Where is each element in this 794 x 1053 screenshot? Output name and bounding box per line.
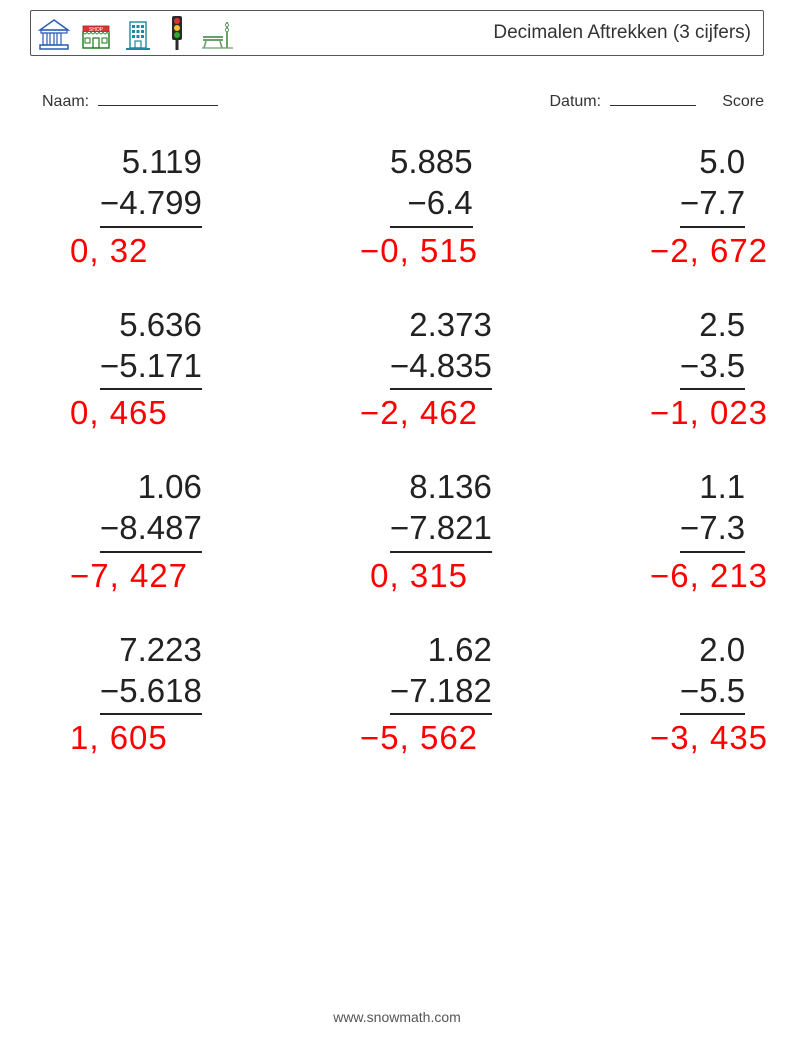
minuend: 2.5: [680, 304, 745, 345]
subtrahend: −5.5: [680, 670, 745, 715]
traffic-light-icon: [163, 14, 191, 52]
answer: 0, 315: [350, 557, 640, 595]
subtrahend: −7.7: [680, 182, 745, 227]
problem-cell: 5.885−6.4 −0, 515: [350, 141, 640, 270]
minuend: 1.62: [390, 629, 492, 670]
answer: −7, 427: [60, 557, 350, 595]
worksheet-title: Decimalen Aftrekken (3 cijfers): [493, 22, 755, 44]
problem-numbers: 1.62−7.182: [390, 629, 492, 716]
footer-text: www.snowmath.com: [333, 1009, 461, 1025]
problems-area: 5.119−4.7990, 325.885−6.4−0, 5155.0−7.7−…: [0, 141, 794, 757]
problem-numbers: 2.5−3.5: [680, 304, 745, 391]
footer: www.snowmath.com: [0, 1009, 794, 1025]
office-building-icon: [121, 18, 155, 52]
minuend: 8.136: [390, 466, 492, 507]
subtrahend: −7.182: [390, 670, 492, 715]
minuend: 1.06: [100, 466, 202, 507]
answer: −5, 562: [350, 719, 640, 757]
answer: −2, 672: [640, 232, 794, 270]
score-label: Score: [722, 93, 764, 110]
shop-icon: SHOP: [79, 18, 113, 52]
date-blank: [610, 92, 696, 106]
name-blank: [98, 92, 218, 106]
problem-numbers: 2.373−4.835: [390, 304, 492, 391]
problem-cell: 5.119−4.799 0, 32: [60, 141, 350, 270]
minuend: 5.0: [680, 141, 745, 182]
problem-numbers: 8.136−7.821: [390, 466, 492, 553]
problem-cell: 1.62−7.182−5, 562: [350, 629, 640, 758]
problem-numbers: 2.0−5.5: [680, 629, 745, 716]
answer: 1, 605: [60, 719, 350, 757]
subtrahend: −4.799: [100, 182, 202, 227]
minuend: 5.636: [100, 304, 202, 345]
problem-cell: 2.373−4.835−2, 462: [350, 304, 640, 433]
problem-cell: 1.1−7.3 −6, 213: [640, 466, 794, 595]
problem-cell: 7.223−5.6181, 605: [60, 629, 350, 758]
subtrahend: −6.4: [390, 182, 473, 227]
park-bench-icon: [199, 18, 237, 52]
problem-cell: 2.5−3.5−1, 023: [640, 304, 794, 433]
answer: 0, 465: [60, 394, 350, 432]
header-bar: SHOP: [30, 10, 764, 56]
problem-numbers: 1.1−7.3: [680, 466, 745, 553]
subtrahend: −7.3: [680, 507, 745, 552]
header-icon-row: SHOP: [37, 14, 237, 52]
bank-building-icon: [37, 18, 71, 52]
minuend: 1.1: [680, 466, 745, 507]
answer: −1, 023: [640, 394, 794, 432]
problems-grid: 5.119−4.7990, 325.885−6.4−0, 5155.0−7.7−…: [60, 141, 794, 757]
meta-row: Naam: Datum: Score: [42, 92, 764, 111]
problem-numbers: 5.119−4.799: [100, 141, 202, 228]
problem-numbers: 5.636−5.171: [100, 304, 202, 391]
date-label: Datum:: [550, 93, 602, 110]
answer: −3, 435: [640, 719, 794, 757]
minuend: 5.885: [390, 141, 473, 182]
date-score-group: Datum: Score: [550, 92, 765, 111]
problem-numbers: 5.0−7.7: [680, 141, 745, 228]
minuend: 2.373: [390, 304, 492, 345]
worksheet-page: SHOP: [0, 0, 794, 1053]
subtrahend: −5.171: [100, 345, 202, 390]
name-field: Naam:: [42, 92, 218, 111]
answer: 0, 32: [60, 232, 350, 270]
subtrahend: −8.487: [100, 507, 202, 552]
answer: −2, 462: [350, 394, 640, 432]
name-label: Naam:: [42, 93, 89, 110]
problem-cell: 5.0−7.7 −2, 672: [640, 141, 794, 270]
subtrahend: −5.618: [100, 670, 202, 715]
subtrahend: −3.5: [680, 345, 745, 390]
problem-numbers: 7.223−5.618: [100, 629, 202, 716]
subtrahend: −7.821: [390, 507, 492, 552]
problem-cell: 8.136−7.821 0, 315: [350, 466, 640, 595]
problem-cell: 1.06−8.487 −7, 427: [60, 466, 350, 595]
answer: −0, 515: [350, 232, 640, 270]
problem-numbers: 1.06−8.487: [100, 466, 202, 553]
minuend: 7.223: [100, 629, 202, 670]
minuend: 2.0: [680, 629, 745, 670]
subtrahend: −4.835: [390, 345, 492, 390]
minuend: 5.119: [100, 141, 202, 182]
problem-cell: 2.0−5.5−3, 435: [640, 629, 794, 758]
problem-numbers: 5.885−6.4: [390, 141, 473, 228]
answer: −6, 213: [640, 557, 794, 595]
problem-cell: 5.636−5.1710, 465: [60, 304, 350, 433]
